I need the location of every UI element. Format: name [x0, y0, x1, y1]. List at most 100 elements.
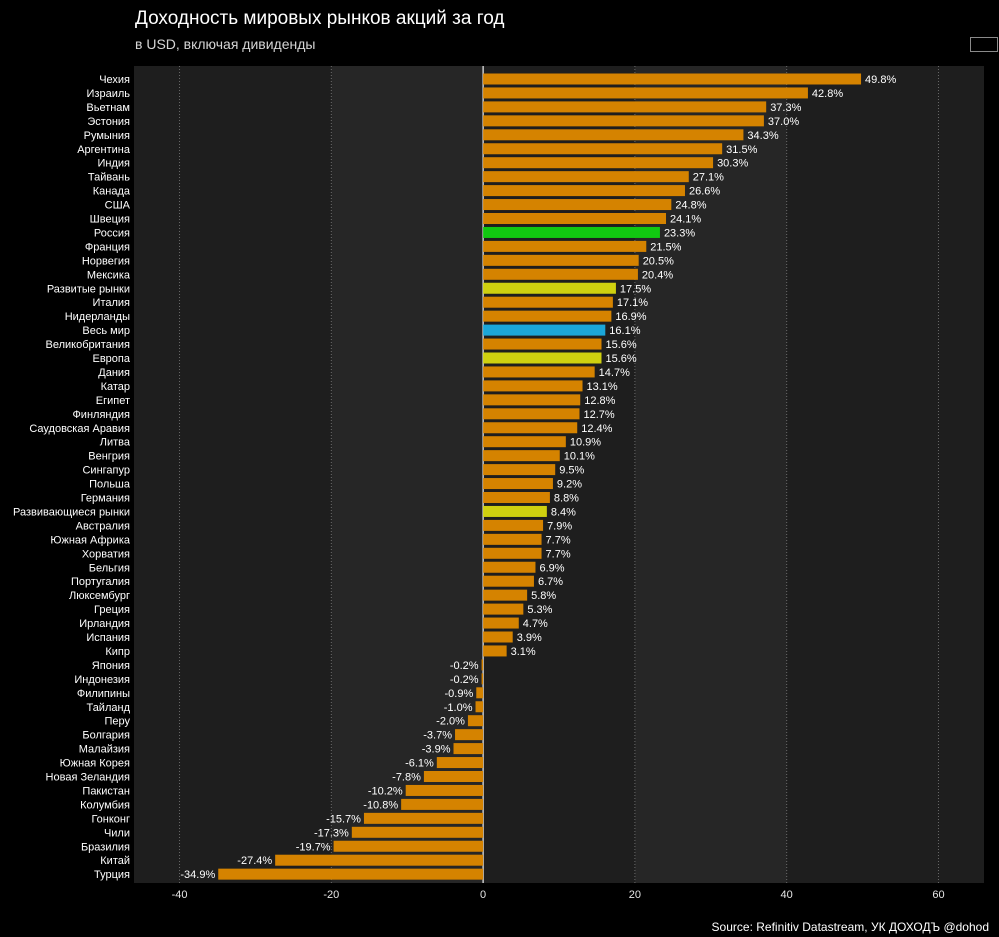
- value-label: 16.9%: [615, 311, 646, 323]
- category-label: Израиль: [87, 88, 131, 100]
- bar: [475, 701, 484, 713]
- category-label: Чехия: [99, 74, 130, 86]
- bar: [483, 547, 542, 559]
- category-label: Италия: [93, 297, 131, 309]
- value-label: -10.2%: [368, 785, 403, 797]
- value-label: -19.7%: [296, 841, 331, 853]
- bar: [483, 450, 560, 462]
- bar: [483, 87, 808, 99]
- bar: [483, 226, 660, 238]
- category-label: Германия: [81, 493, 130, 505]
- bar: [483, 422, 578, 434]
- bar: [401, 798, 484, 810]
- value-label: 6.7%: [538, 576, 563, 588]
- category-label: Гонконг: [91, 813, 130, 825]
- bar: [483, 631, 513, 643]
- value-label: 9.5%: [559, 465, 584, 477]
- value-label: 49.8%: [865, 74, 896, 86]
- category-label: Великобритания: [46, 339, 131, 351]
- bar: [455, 729, 484, 741]
- value-label: -2.0%: [436, 716, 465, 728]
- category-label: Румыния: [84, 130, 130, 142]
- value-label: 37.3%: [770, 102, 801, 114]
- category-label: Саудовская Аравия: [29, 423, 130, 435]
- bar: [351, 826, 484, 838]
- value-label: -3.9%: [422, 744, 451, 756]
- category-label: Швеция: [90, 214, 130, 226]
- value-label: -15.7%: [326, 813, 361, 825]
- value-label: 10.1%: [564, 451, 595, 463]
- bar: [483, 240, 647, 252]
- bar: [483, 478, 553, 490]
- bar: [483, 213, 667, 224]
- value-label: 5.3%: [527, 604, 552, 616]
- value-label: 30.3%: [717, 158, 748, 170]
- bar: [476, 687, 484, 699]
- value-label: 34.3%: [747, 130, 778, 142]
- category-label: Австралия: [76, 520, 130, 532]
- category-label: Чили: [104, 827, 130, 839]
- value-label: 12.7%: [583, 409, 614, 421]
- category-label: Южная Корея: [60, 758, 130, 770]
- value-label: 26.6%: [689, 186, 720, 198]
- value-label: 7.9%: [547, 520, 572, 532]
- category-label: Развитые рынки: [47, 283, 130, 295]
- value-label: -6.1%: [405, 758, 434, 770]
- category-label: Франция: [85, 241, 130, 253]
- bar: [218, 868, 484, 880]
- value-label: 8.4%: [551, 506, 576, 518]
- value-label: 4.7%: [523, 618, 548, 630]
- value-label: 16.1%: [609, 325, 640, 337]
- value-label: 24.1%: [670, 214, 701, 226]
- category-label: Перу: [104, 716, 130, 728]
- value-label: 20.5%: [643, 255, 674, 267]
- category-label: Нидерланды: [65, 311, 130, 323]
- value-label: 15.6%: [606, 353, 637, 365]
- bar: [363, 812, 484, 824]
- chart-subtitle: в USD, включая дивиденды: [135, 36, 316, 52]
- bar: [483, 129, 744, 141]
- category-label: Индонезия: [74, 674, 130, 686]
- bar: [483, 408, 580, 420]
- bar: [483, 394, 581, 406]
- bar: [483, 254, 639, 266]
- value-label: 9.2%: [557, 479, 582, 491]
- bar: [483, 101, 767, 113]
- x-tick-label: 0: [480, 889, 486, 901]
- category-label: США: [105, 200, 131, 212]
- bar: [483, 352, 602, 364]
- category-label: Кипр: [105, 646, 130, 658]
- value-label: -1.0%: [444, 702, 473, 714]
- category-label: Катар: [101, 381, 130, 393]
- value-label: 42.8%: [812, 88, 843, 100]
- category-label: Индия: [97, 158, 130, 170]
- category-label: Развивающиеся рынки: [13, 506, 130, 518]
- legend-toggle[interactable]: [970, 37, 998, 52]
- category-label: Тайвань: [88, 172, 130, 184]
- category-label: Египет: [96, 395, 130, 407]
- value-label: -0.2%: [450, 674, 479, 686]
- bar: [483, 73, 862, 85]
- category-label: Малайзия: [79, 744, 130, 756]
- value-label: 3.9%: [517, 632, 542, 644]
- bar: [483, 464, 556, 476]
- bar: [483, 436, 566, 448]
- category-label: Хорватия: [82, 548, 130, 560]
- bar: [483, 533, 542, 545]
- value-label: -3.7%: [423, 730, 452, 742]
- category-label: Турция: [94, 869, 130, 881]
- value-label: 3.1%: [511, 646, 536, 658]
- category-label: Люксембург: [69, 590, 130, 602]
- category-label: Болгария: [82, 730, 130, 742]
- value-label: -34.9%: [180, 869, 215, 881]
- bar: [483, 143, 723, 155]
- category-label: Пакистан: [82, 785, 130, 797]
- value-label: 12.4%: [581, 423, 612, 435]
- value-label: -10.8%: [363, 799, 398, 811]
- x-tick-label: -20: [323, 889, 339, 901]
- bar: [483, 645, 507, 657]
- category-label: Финляндия: [72, 409, 130, 421]
- bar: [483, 338, 602, 350]
- bar: [483, 561, 536, 573]
